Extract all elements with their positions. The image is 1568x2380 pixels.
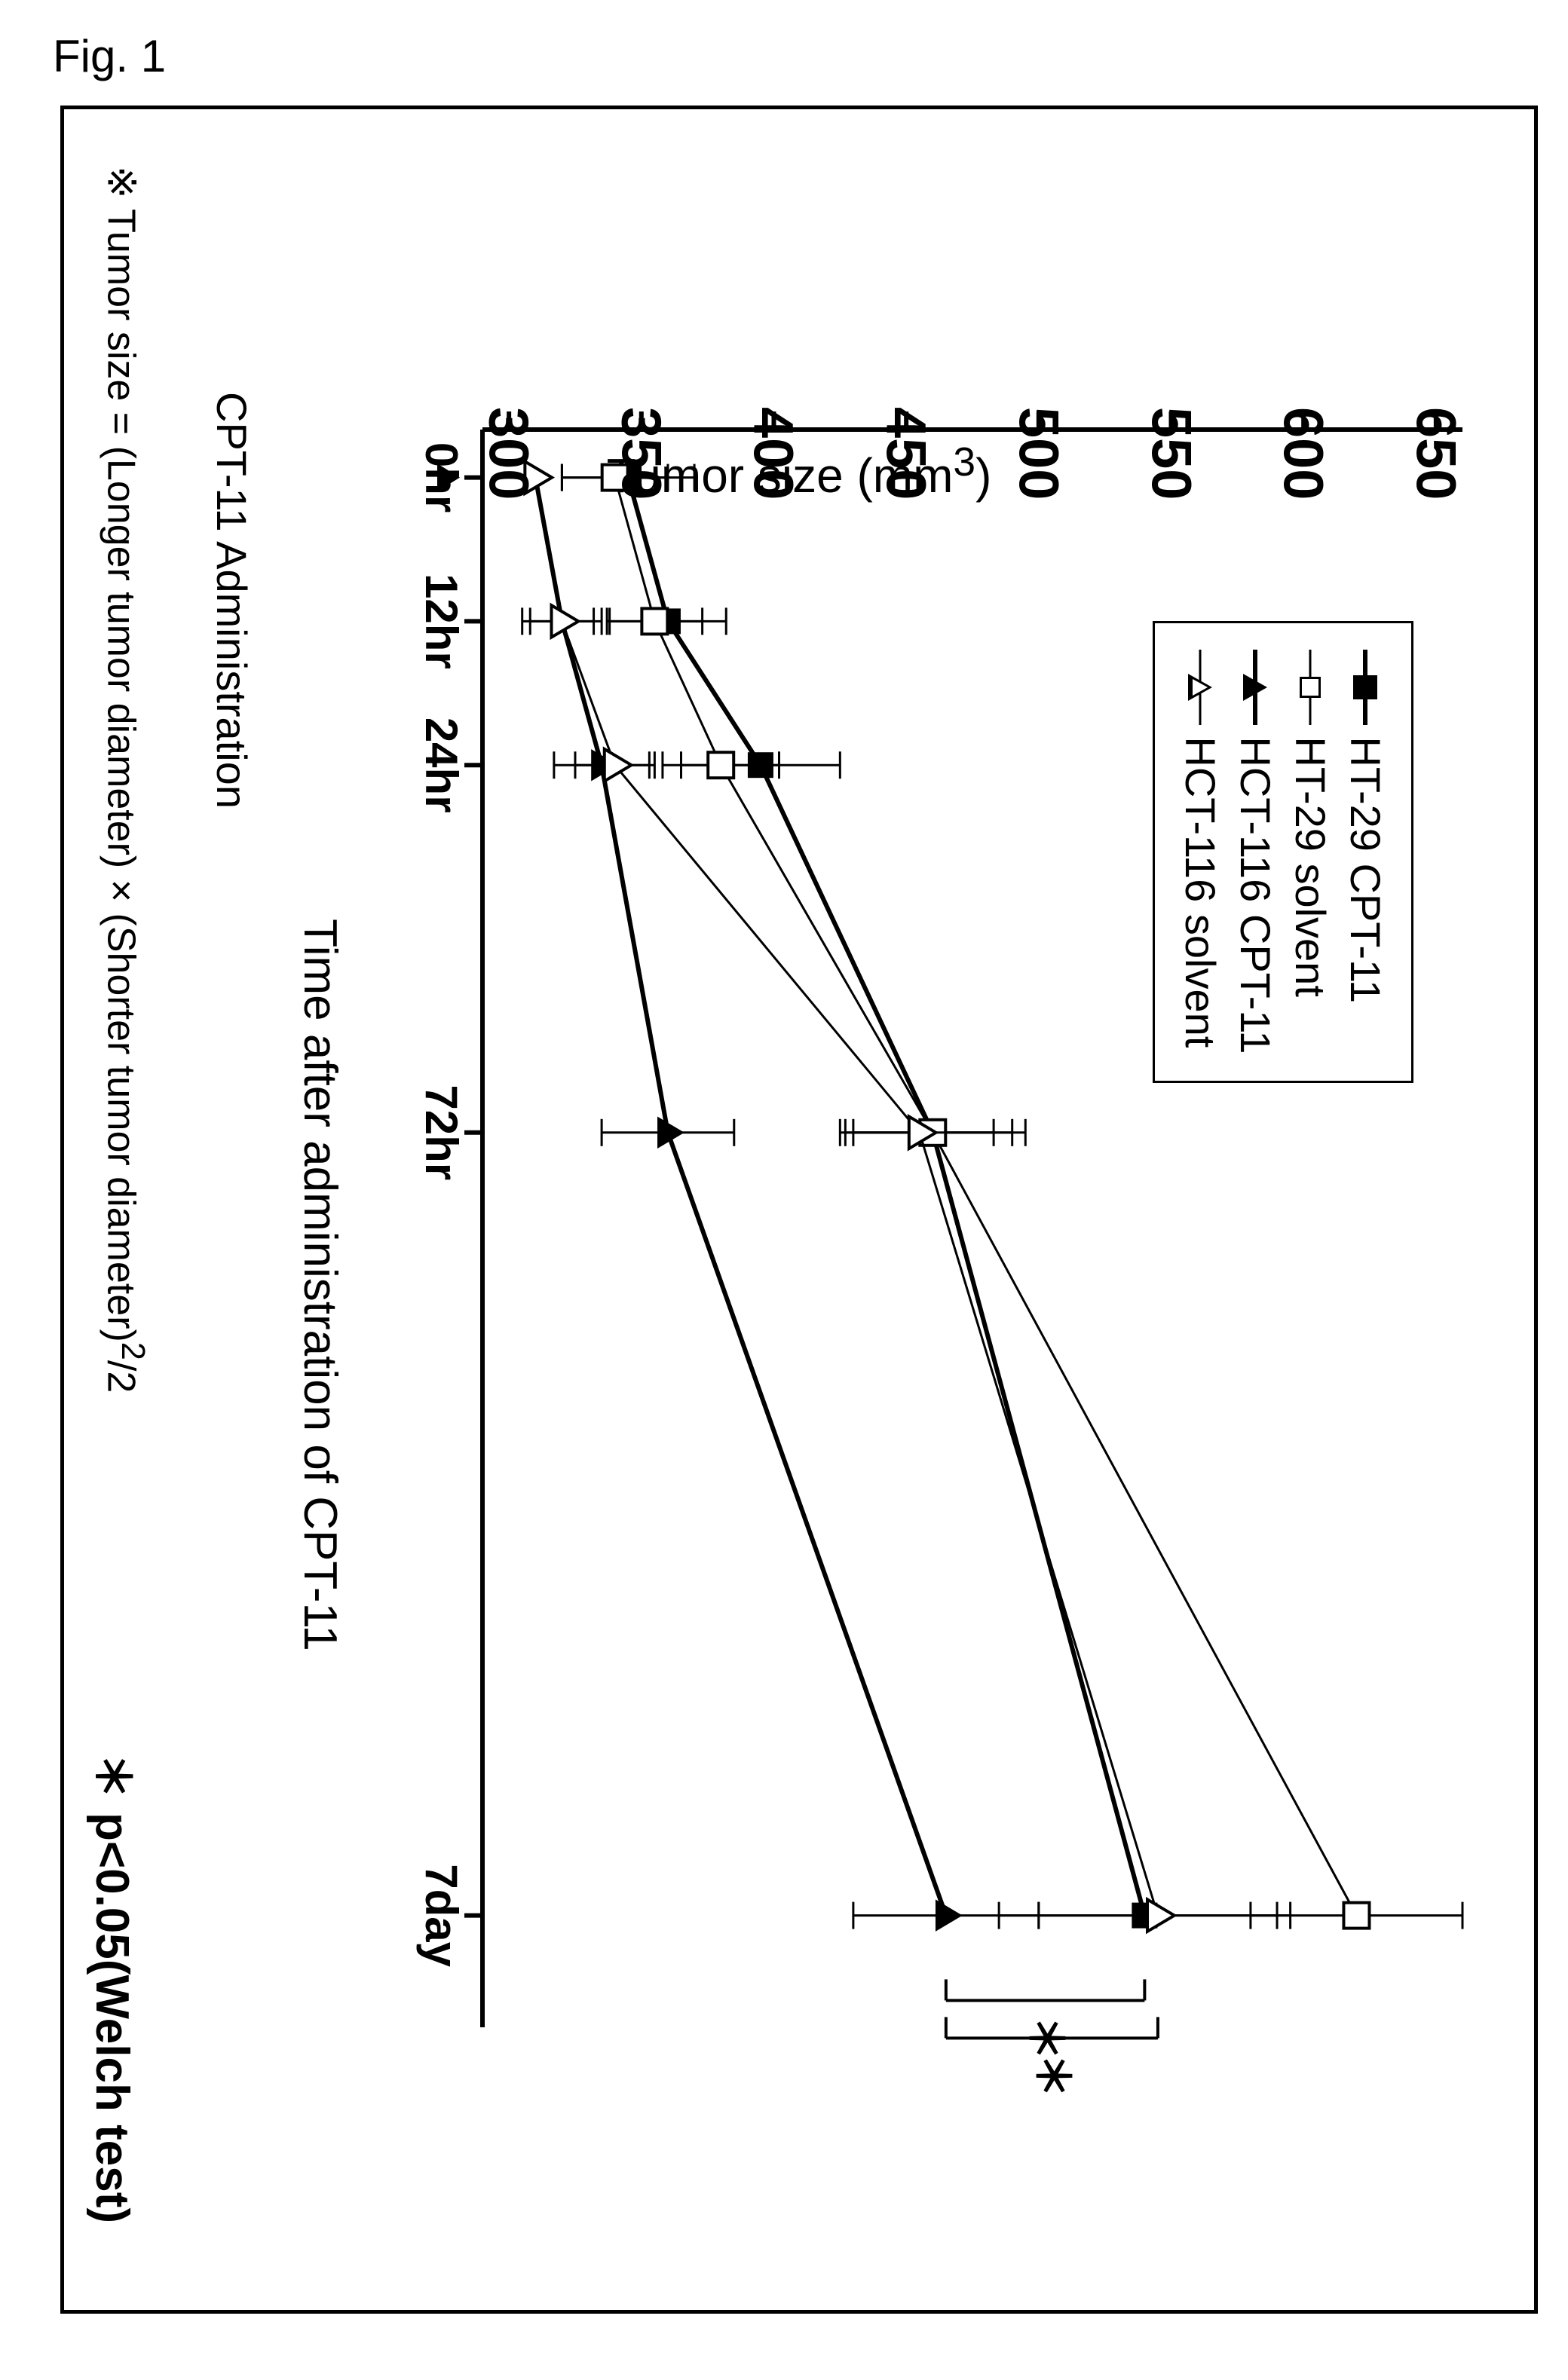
legend-marker <box>1189 650 1213 725</box>
legend-label: HT-29 CPT-11 <box>1341 736 1390 1003</box>
page: Fig. 1 Tumor size (mm3) ＊＊ 3003504004505… <box>15 15 1568 2365</box>
x-tick-label: 7day <box>415 1864 467 1967</box>
legend-label: HCT-116 solvent <box>1176 736 1225 1048</box>
legend-label: HCT-116 CPT-11 <box>1231 736 1280 1054</box>
figure-label: Fig. 1 <box>53 30 166 82</box>
legend-marker <box>1244 650 1268 725</box>
legend-item: HT-29 solvent <box>1286 650 1335 1054</box>
x-axis-label: Time after administration of CPT-11 <box>293 407 347 2163</box>
legend-marker <box>1300 650 1321 725</box>
admin-caption: CPT-11 Administration <box>207 392 256 809</box>
rotated-content: Tumor size (mm3) ＊＊ 30035040045050055060… <box>60 106 1538 2314</box>
formula-caption: ※ Tumor size = (Longer tumor diameter) ×… <box>99 166 151 1393</box>
svg-text:＊: ＊ <box>1027 2053 1077 2098</box>
legend-item: HT-29 CPT-11 <box>1341 650 1390 1054</box>
legend-item: HCT-116 CPT-11 <box>1231 650 1280 1054</box>
legend-item: HCT-116 solvent <box>1176 650 1225 1054</box>
x-tick-label: 24hr <box>415 717 467 813</box>
legend: HT-29 CPT-11HT-29 solventHCT-116 CPT-11H… <box>1153 621 1413 1082</box>
legend-label: HT-29 solvent <box>1286 736 1335 997</box>
x-tick-label: 12hr <box>415 574 467 669</box>
significance-caption: ＊ p<0.05(Welch test) <box>83 1753 151 2223</box>
legend-marker <box>1354 650 1378 725</box>
x-tick-label: 0hr <box>415 442 467 512</box>
chart-area: ＊＊ 300350400450500550600650 0hr12hr24hr7… <box>437 407 1478 2163</box>
x-tick-label: 72hr <box>415 1084 467 1180</box>
outer-border: Tumor size (mm3) ＊＊ 30035040045050055060… <box>60 106 1538 2314</box>
